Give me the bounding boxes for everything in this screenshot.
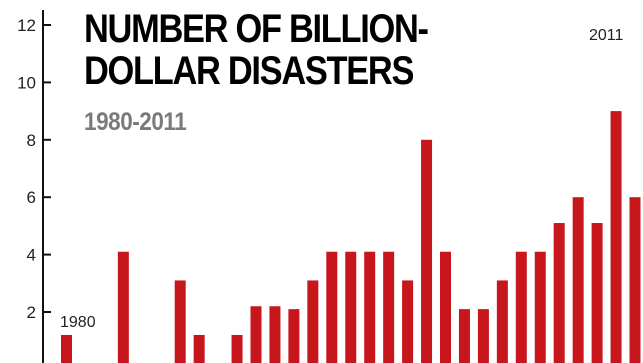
- bar-1993: [307, 280, 319, 363]
- y-tick-label: 4: [27, 246, 36, 265]
- bar-1980: [61, 334, 72, 363]
- bar-2009: [610, 111, 622, 363]
- bar-1997: [383, 251, 395, 363]
- bar-1983: [117, 251, 129, 363]
- bar-2006: [553, 223, 565, 363]
- bar-2000: [440, 251, 451, 363]
- chart-title: NUMBER OF BILLION- DOLLAR DISASTERS: [84, 7, 429, 93]
- chart-subtitle: 1980-2011: [84, 108, 187, 136]
- bar-1994: [326, 251, 338, 363]
- bar-1999: [421, 139, 433, 363]
- y-tick-label: 2: [27, 303, 36, 322]
- y-tick-label: 6: [27, 188, 36, 207]
- bar-1996: [364, 251, 376, 363]
- y-tick-label: 10: [17, 73, 36, 92]
- y-tick-label: 12: [17, 16, 36, 35]
- bar-1995: [345, 251, 357, 363]
- annotation-end-year: 2011: [589, 27, 624, 44]
- chart-title-line-2: DOLLAR DISASTERS: [84, 49, 414, 93]
- y-tick-label: 8: [27, 131, 36, 150]
- bar-2007: [572, 197, 584, 363]
- chart-title-line-1: NUMBER OF BILLION-: [84, 7, 429, 51]
- bars: [61, 111, 641, 363]
- bar-2008: [591, 223, 603, 363]
- bar-1992: [288, 309, 300, 363]
- annotation-start-year: 1980: [60, 314, 96, 331]
- bar-2005: [534, 251, 546, 363]
- bar-1991: [269, 306, 281, 363]
- bar-2004: [515, 251, 527, 363]
- bar-2002: [477, 309, 489, 363]
- bar-2003: [496, 280, 508, 363]
- bar-2001: [458, 309, 470, 363]
- bar-1989: [231, 334, 243, 363]
- bar-1998: [402, 280, 414, 363]
- bar-2010: [629, 197, 641, 363]
- bar-1987: [193, 334, 205, 363]
- bar-1990: [250, 306, 262, 363]
- y-axis-ticks: 2 4 6 8 10 12: [17, 16, 51, 322]
- bar-1986: [174, 280, 186, 363]
